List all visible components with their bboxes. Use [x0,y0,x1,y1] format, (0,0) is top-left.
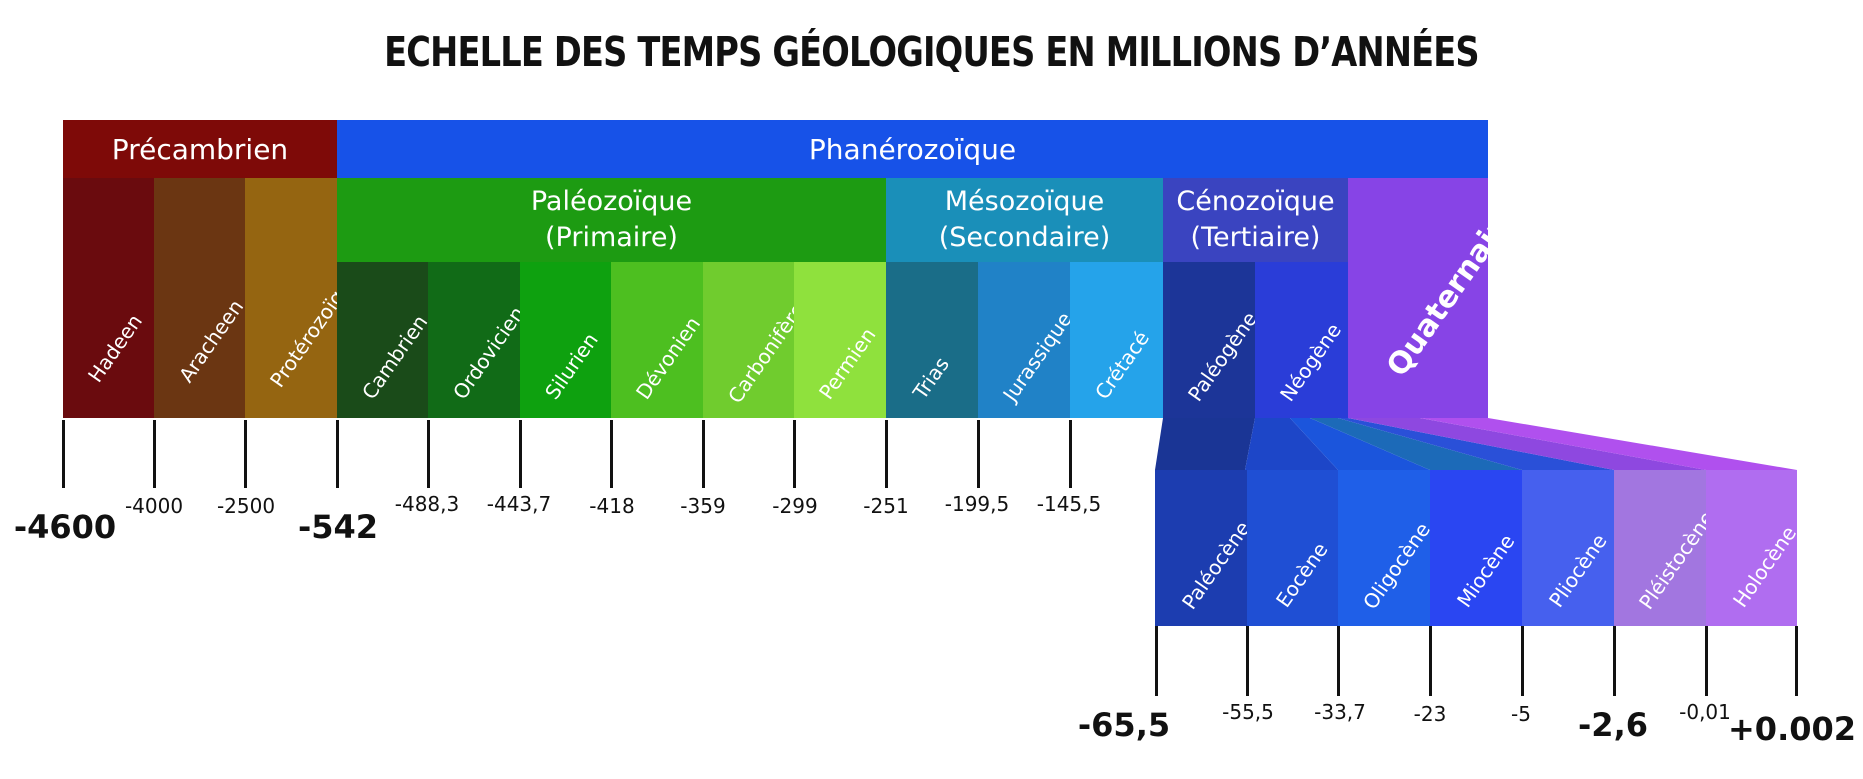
era-paleozoique-name: Paléozoïque [530,186,693,217]
period-proterozoique: Protérozoïque [245,178,337,418]
tick-mark [1521,626,1524,696]
tick-label: -299 [772,494,818,518]
period-ordovicien: Ordovicien [428,262,520,418]
tick-label: -251 [863,494,909,518]
tick-label: -55,5 [1222,700,1274,724]
era-paleozoique: Paléozoïque (Primaire) [337,178,886,262]
tick-mark [427,420,430,488]
period-devonien: Dévonien [611,262,703,418]
tick-label: -65,5 [1077,706,1171,744]
epoch-label: Pliocène [1544,529,1612,612]
eon-phanerozoique: Phanérozoïque [337,120,1488,178]
epoch-paleocene: Paléocène [1155,470,1247,626]
era-mesozoique: Mésozoïque (Secondaire) [886,178,1163,262]
tick-label: +0.002 [1727,710,1857,748]
eon-precambrien-label: Précambrien [111,132,289,166]
tick-label: -2500 [216,494,276,518]
zoom-wedge-pliocene [1338,418,1614,470]
tick-mark [793,420,796,488]
era-cenozoique-name: Cénozoïque [1176,186,1335,217]
eon-precambrien: Précambrien [63,120,337,178]
period-trias: Trias [886,262,978,418]
tick-label: -0,01 [1679,700,1731,724]
tick-label: -23 [1413,702,1447,726]
tick-mark [1337,626,1340,696]
period-aracheen: Aracheen [154,178,245,418]
period-silurien: Silurien [520,262,611,418]
epoch-oligocene: Oligocène [1338,470,1430,626]
page-title: ECHELLE DES TEMPS GÉOLOGIQUES EN MILLION… [384,28,1479,76]
epoch-miocene: Miocène [1430,470,1522,626]
tick-label: -145,5 [1036,492,1102,516]
epoch-holocene: Holocène [1706,470,1797,626]
tick-mark [1795,626,1798,696]
period-cambrien: Cambrien [337,262,428,418]
tick-mark [62,420,65,488]
era-mesozoique-alias: (Secondaire) [938,222,1111,253]
tick-mark [336,420,339,488]
tick-mark [519,420,522,488]
era-cenozoique-alias: (Tertiaire) [1190,222,1321,253]
epoch-eocene: Eocène [1247,470,1338,626]
eon-phanerozoique-label: Phanérozoïque [808,132,1017,166]
tick-label: -5 [1511,702,1531,726]
epoch-label: Holocène [1728,521,1797,612]
epoch-label: Oligocène [1358,518,1430,614]
tick-label: -443,7 [486,492,552,516]
tick-mark [885,420,888,488]
tick-mark [1069,420,1072,488]
period-neogene: Néogène [1255,262,1348,418]
tick-mark [1705,626,1708,696]
epoch-label: Eocène [1271,538,1333,612]
zoom-wedge-oligocene [1290,418,1430,470]
era-cenozoique: Cénozoïque (Tertiaire) [1163,178,1348,262]
period-jurassique: Jurassique [978,262,1070,418]
tick-label: -2,6 [1578,706,1648,744]
tick-mark [1155,626,1158,696]
epoch-pleistocene: Pléistocène [1614,470,1706,626]
period-carbonifere: Carbonifère [703,262,794,418]
era-paleozoique-alias: (Primaire) [545,222,678,253]
period-permien: Permien [794,262,886,418]
tick-label: -488,3 [394,492,460,516]
epoch-pliocene: Pliocène [1522,470,1614,626]
tick-label: -542 [297,508,379,546]
epoch-label: Miocène [1452,529,1520,612]
tick-mark [244,420,247,488]
era-mesozoique-name: Mésozoïque [944,186,1105,217]
period-paleogene: Paléogène [1163,262,1255,418]
tick-label: -4600 [13,508,117,546]
tick-mark [977,420,980,488]
tick-mark [610,420,613,488]
tick-label: -418 [589,494,635,518]
tick-mark [1429,626,1432,696]
zoom-wedge-paleocene [1155,418,1255,470]
epoch-label: Pléistocène [1634,506,1706,614]
zoom-wedge-eocene [1245,418,1338,470]
period-hadeen: Hadeen [63,178,154,418]
period-cretace: Crétacé [1070,262,1163,418]
tick-label: -359 [680,494,726,518]
tick-label: -33,7 [1314,700,1366,724]
tick-label: -199,5 [944,492,1010,516]
period-quaternaire: Quaternaire [1348,178,1488,418]
tick-label: -4000 [124,494,184,518]
zoom-wedge-miocene [1310,418,1522,470]
tick-mark [1613,626,1616,696]
tick-mark [702,420,705,488]
tick-mark [1246,626,1249,696]
epoch-label: Paléocène [1177,516,1247,614]
tick-mark [153,420,156,488]
zoom-wedge-pleistocene [1348,418,1706,470]
zoom-wedge-holocene [1420,418,1797,470]
